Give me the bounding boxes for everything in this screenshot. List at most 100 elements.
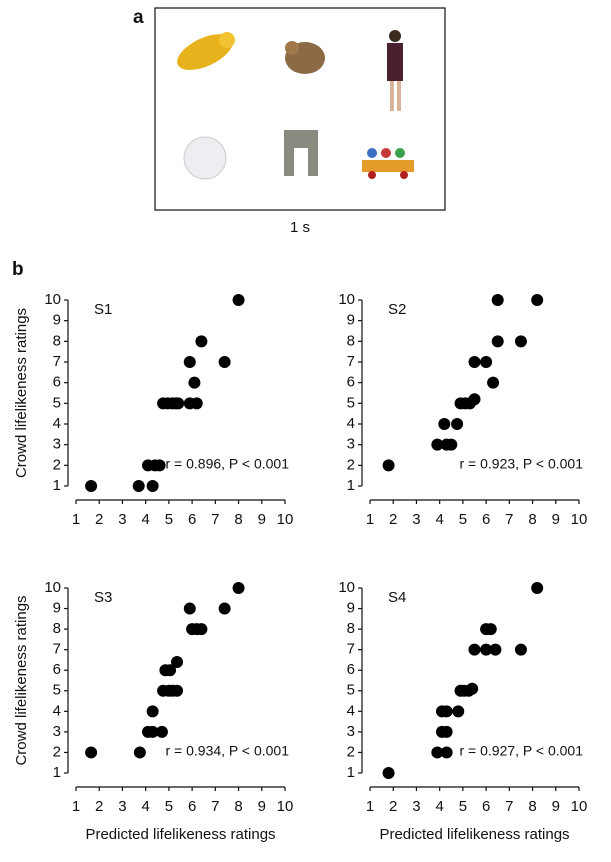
toy-piece xyxy=(367,148,377,158)
point xyxy=(382,767,395,779)
x-tick-label: 2 xyxy=(95,511,103,528)
y-tick-label: 8 xyxy=(347,620,355,637)
y-tick-label: 7 xyxy=(53,353,61,370)
point xyxy=(445,438,458,451)
point xyxy=(171,656,184,668)
y-tick-label: 10 xyxy=(338,579,355,596)
point xyxy=(232,294,245,306)
golf-ball xyxy=(183,136,227,180)
x-tick-label: 5 xyxy=(459,798,467,815)
toy-wheel xyxy=(368,171,376,179)
x-tick-label: 3 xyxy=(118,798,126,815)
point xyxy=(440,705,453,718)
y-tick-label: 4 xyxy=(53,415,61,432)
x-tick-label: 8 xyxy=(528,798,536,815)
point xyxy=(146,705,159,718)
woman-leg xyxy=(397,81,401,111)
point xyxy=(146,480,159,492)
y-tick-label: 3 xyxy=(53,436,61,453)
point xyxy=(382,459,395,472)
woman-head xyxy=(389,30,401,42)
x-tick-label: 5 xyxy=(459,511,467,528)
x-axis-label: Predicted lifelikeness ratings xyxy=(379,826,569,843)
point xyxy=(218,602,231,615)
x-tick-label: 8 xyxy=(528,511,536,528)
annotation: r = 0.927, P < 0.001 xyxy=(459,743,583,759)
point xyxy=(85,480,98,492)
stimulus-frame xyxy=(154,7,446,211)
arch-opening xyxy=(294,148,308,176)
x-tick-label: 7 xyxy=(211,511,219,528)
x-tick-label: 4 xyxy=(435,798,443,815)
point xyxy=(468,393,481,406)
woman-leg xyxy=(390,81,394,111)
y-tick-label: 9 xyxy=(53,312,61,329)
x-tick-label: 1 xyxy=(72,511,80,528)
subplot-title: S2 xyxy=(388,301,406,318)
x-tick-label: 7 xyxy=(211,798,219,815)
x-tick-label: 5 xyxy=(165,798,173,815)
point xyxy=(155,725,168,738)
point xyxy=(452,705,465,718)
point xyxy=(171,684,184,697)
x-tick-label: 9 xyxy=(552,798,560,815)
point xyxy=(195,623,208,636)
y-axis-label: Crowd lifelikeness ratings xyxy=(13,595,30,765)
annotation: r = 0.896, P < 0.001 xyxy=(165,456,289,472)
y-tick-label: 1 xyxy=(53,764,61,781)
x-tick-label: 2 xyxy=(95,798,103,815)
toy-base xyxy=(362,160,414,172)
annotation: r = 0.934, P < 0.001 xyxy=(165,743,289,759)
y-tick-label: 9 xyxy=(347,312,355,329)
y-tick-label: 5 xyxy=(53,394,61,411)
subplot-title: S4 xyxy=(388,589,406,606)
x-tick-label: 2 xyxy=(389,511,397,528)
x-tick-label: 1 xyxy=(366,511,374,528)
point xyxy=(491,335,504,348)
x-tick-label: 9 xyxy=(258,798,266,815)
x-tick-label: 9 xyxy=(552,511,560,528)
x-tick-label: 10 xyxy=(571,511,588,528)
y-tick-label: 8 xyxy=(347,332,355,349)
y-tick-label: 2 xyxy=(53,743,61,760)
x-tick-label: 8 xyxy=(234,798,242,815)
x-tick-label: 6 xyxy=(188,511,196,528)
x-tick-label: 1 xyxy=(72,798,80,815)
subplot-title: S3 xyxy=(94,589,112,606)
point xyxy=(133,746,146,759)
point xyxy=(468,643,481,656)
y-tick-label: 4 xyxy=(347,702,355,719)
x-tick-label: 10 xyxy=(571,798,588,815)
x-tick-label: 6 xyxy=(188,798,196,815)
woman-body xyxy=(387,43,403,81)
x-tick-label: 4 xyxy=(435,511,443,528)
x-tick-label: 8 xyxy=(234,511,242,528)
y-tick-label: 9 xyxy=(347,600,355,617)
x-axis-label: Predicted lifelikeness ratings xyxy=(85,826,275,843)
x-tick-label: 3 xyxy=(118,511,126,528)
y-tick-label: 4 xyxy=(347,415,355,432)
y-tick-label: 10 xyxy=(44,291,61,308)
point xyxy=(85,746,98,759)
y-tick-label: 7 xyxy=(53,641,61,658)
y-tick-label: 1 xyxy=(347,764,355,781)
y-tick-label: 9 xyxy=(53,600,61,617)
x-tick-label: 1 xyxy=(366,798,374,815)
subplot-title: S1 xyxy=(94,301,112,318)
y-tick-label: 1 xyxy=(53,477,61,494)
y-tick-label: 5 xyxy=(347,682,355,699)
y-tick-label: 10 xyxy=(44,579,61,596)
y-tick-label: 6 xyxy=(53,661,61,678)
stimulus-images xyxy=(177,30,414,180)
x-tick-label: 7 xyxy=(505,511,513,528)
y-tick-label: 3 xyxy=(347,436,355,453)
point xyxy=(183,602,196,615)
point xyxy=(132,480,145,492)
point xyxy=(491,294,504,306)
caption: 1 s xyxy=(290,219,310,236)
point xyxy=(146,725,159,738)
annotation: r = 0.923, P < 0.001 xyxy=(459,456,583,472)
point xyxy=(188,376,201,389)
y-tick-label: 2 xyxy=(347,743,355,760)
